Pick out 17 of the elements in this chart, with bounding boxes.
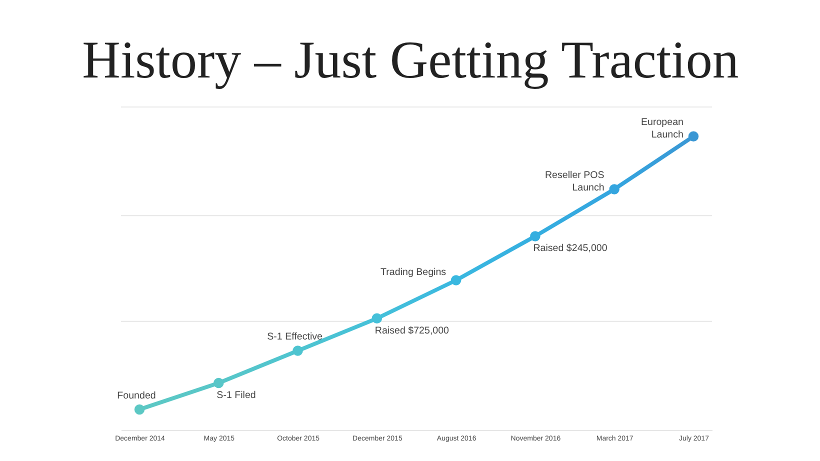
annotation: Raised $245,000 xyxy=(533,243,608,254)
point xyxy=(450,275,462,286)
annotation: S-1 Effective xyxy=(267,332,324,343)
point xyxy=(688,131,699,142)
point xyxy=(530,231,540,242)
point xyxy=(372,313,382,324)
annotation: Founded xyxy=(117,390,156,402)
chart-title: History – Just Getting Traction xyxy=(82,32,739,90)
annotation: Trading Begins xyxy=(380,267,446,278)
point xyxy=(292,346,303,356)
point xyxy=(214,378,224,388)
annotation: Raised $725,000 xyxy=(374,325,450,336)
point xyxy=(134,404,145,415)
annotation: European Launch xyxy=(640,117,684,141)
annotation: Reseller POS Launch xyxy=(544,170,605,194)
annotation: S-1 Filed xyxy=(216,390,256,402)
point xyxy=(609,184,620,194)
